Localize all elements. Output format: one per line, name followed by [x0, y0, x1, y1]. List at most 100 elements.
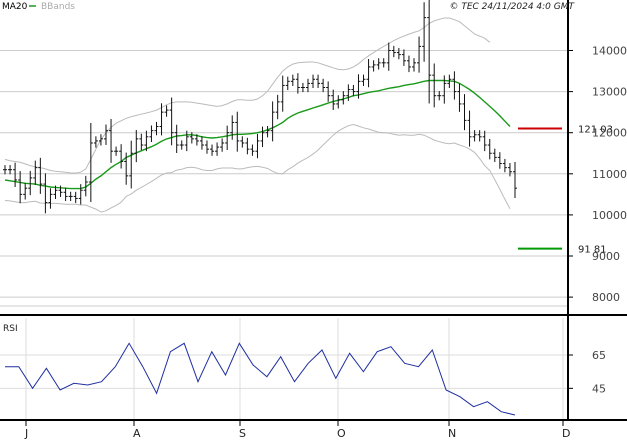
ohlc-bar	[300, 82, 305, 93]
rsi-tick-label: 65	[592, 349, 606, 362]
ohlc-bar	[452, 71, 457, 100]
ohlc-bar	[78, 184, 83, 205]
rsi-panel-title: RSI	[3, 324, 18, 334]
y-tick-label: 10000	[592, 209, 627, 222]
ohlc-bar	[260, 126, 265, 148]
axis-ticks: 14000 13000 12000 11000 10000 9000 8000 65 45 J A S…	[24, 45, 627, 440]
rsi-path	[5, 342, 516, 416]
ohlc-bar	[88, 123, 93, 202]
ohlc-bar	[199, 136, 204, 150]
ohlc-bar	[305, 78, 310, 93]
ohlc-bar	[53, 185, 58, 199]
ohlc-bar	[8, 165, 13, 175]
ohlc-bar	[412, 58, 417, 72]
ohlc-bar	[245, 137, 250, 155]
ohlc-bar	[189, 132, 194, 144]
x-tick-label: D	[562, 427, 570, 440]
ohlc-bar	[467, 110, 472, 147]
bollinger-bands	[4, 17, 511, 213]
ohlc-bar	[457, 83, 462, 112]
x-tick-label: S	[239, 427, 246, 440]
panel-frames	[0, 0, 627, 421]
ohlc-bar	[472, 130, 477, 142]
ohlc-bar	[442, 75, 447, 104]
ohlc-bar	[98, 134, 103, 146]
ohlc-bar	[437, 91, 442, 101]
ohlc-bar	[396, 47, 401, 60]
ohlc-bar	[371, 60, 376, 72]
ohlc-bar	[502, 158, 507, 173]
ohlc-bar	[492, 148, 497, 162]
y-tick-label: 9000	[592, 250, 620, 263]
x-tick-label: J	[24, 427, 28, 440]
ohlc-bar	[381, 58, 386, 68]
ohlc-bar	[23, 183, 28, 200]
ohlc-bar	[321, 78, 326, 93]
ohlc-bar	[93, 136, 98, 148]
ohlc-bar	[462, 94, 467, 131]
ohlc-bar	[48, 188, 53, 209]
ohlc-bar	[3, 165, 7, 175]
legend-bbands: BBands	[41, 2, 75, 12]
ohlc-bar	[149, 125, 154, 142]
ohlc-bar	[270, 101, 275, 142]
ohlc-bar	[129, 140, 134, 189]
x-tick-label: A	[133, 427, 141, 440]
y-tick-label: 8000	[592, 291, 620, 304]
ohlc-bar	[68, 191, 73, 202]
ohlc-bar	[487, 138, 492, 160]
ohlc-bar	[220, 138, 225, 152]
ohlc-bar	[386, 42, 391, 71]
ohlc-bar	[497, 152, 502, 169]
ohlc-bar	[43, 173, 48, 214]
ohlc-bar	[406, 55, 411, 73]
ohlc-bar	[38, 157, 43, 194]
ohlc-bar	[361, 74, 366, 86]
ohlc-bar	[179, 140, 184, 150]
rsi-grid	[0, 318, 568, 420]
ohlc-bar	[114, 146, 119, 156]
ohlc-bar	[58, 185, 63, 197]
ohlc-bar	[204, 140, 209, 154]
ohlc-bar	[194, 134, 199, 146]
chart-credit: © TEC 24/11/2024 4:0 GMT	[449, 2, 575, 12]
ohlc-bar	[124, 152, 129, 185]
ohlc-bar	[346, 84, 351, 101]
ohlc-bar	[28, 170, 33, 196]
ma20-path	[4, 79, 511, 190]
ohlc-bar	[154, 121, 159, 136]
ohlc-bar	[280, 75, 285, 112]
ohlc-bar	[235, 111, 240, 152]
ohlc-bar	[391, 45, 396, 58]
ohlc-bar	[215, 142, 220, 156]
ohlc-bar	[336, 95, 341, 109]
ohlc-bar	[119, 144, 124, 169]
resistance-label: 121 03	[578, 124, 613, 135]
ohlc-bar	[210, 144, 215, 156]
ohlc-bar	[422, 2, 427, 62]
y-tick-label: 11000	[592, 168, 627, 181]
ohlc-bar	[174, 124, 179, 153]
ohlc-bar	[290, 74, 295, 86]
support-resistance-levels: 121 03 91 81	[518, 124, 613, 256]
ohlc-bar	[265, 126, 270, 138]
rsi-line	[5, 342, 516, 416]
ohlc-bar	[351, 84, 356, 97]
ohlc-bar	[331, 89, 336, 111]
ohlc-bar	[401, 49, 406, 66]
ohlc-bar	[250, 144, 255, 156]
ohlc-bar	[225, 125, 230, 151]
ohlc-bar	[159, 103, 164, 136]
ohlc-bar	[169, 97, 174, 146]
y-tick-label: 13000	[592, 86, 627, 99]
support-label: 91 81	[578, 245, 607, 256]
ohlc-bar	[164, 105, 169, 117]
ohlc-bar	[83, 175, 88, 197]
ohlc-bar	[144, 130, 149, 152]
ohlc-bar	[275, 94, 280, 120]
ohlc-bar	[341, 91, 346, 105]
ohlc-bar	[477, 130, 482, 142]
ohlc-bar	[295, 73, 300, 94]
ohlc-bar	[447, 74, 452, 89]
